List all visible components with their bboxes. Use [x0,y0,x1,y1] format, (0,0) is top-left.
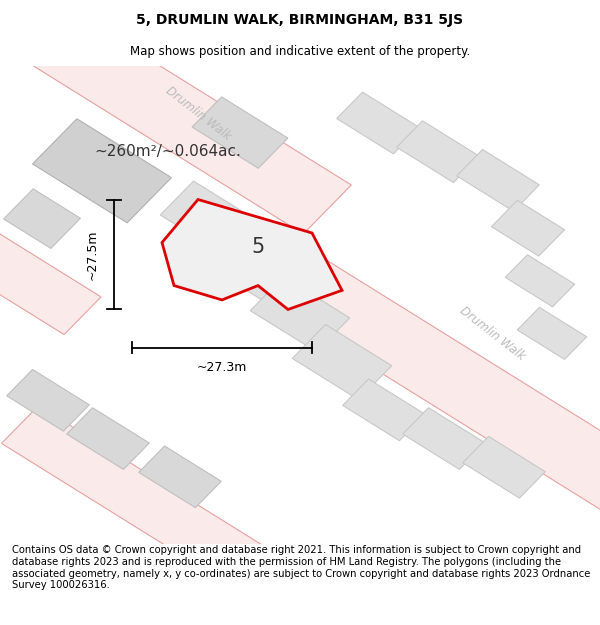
Polygon shape [160,181,260,256]
Text: Map shows position and indicative extent of the property.: Map shows position and indicative extent… [130,45,470,58]
Polygon shape [517,308,587,359]
Polygon shape [162,199,342,309]
Polygon shape [403,408,485,469]
Text: Drumlin Walk: Drumlin Walk [163,84,233,143]
Polygon shape [343,379,425,441]
Text: 5: 5 [251,238,265,258]
Text: ~27.3m: ~27.3m [197,361,247,374]
Polygon shape [0,0,352,234]
Text: Drumlin Walk: Drumlin Walk [457,304,527,362]
Polygon shape [192,97,288,168]
Text: 5, DRUMLIN WALK, BIRMINGHAM, B31 5JS: 5, DRUMLIN WALK, BIRMINGHAM, B31 5JS [136,12,464,27]
Polygon shape [139,446,221,508]
Polygon shape [0,179,101,334]
Polygon shape [505,255,575,307]
Polygon shape [4,189,80,248]
Polygon shape [248,241,600,511]
Polygon shape [2,406,298,605]
Polygon shape [457,149,539,211]
Polygon shape [491,200,565,256]
Polygon shape [7,369,89,431]
Text: ~260m²/~0.064ac.: ~260m²/~0.064ac. [95,144,241,159]
Text: Contains OS data © Crown copyright and database right 2021. This information is : Contains OS data © Crown copyright and d… [12,546,590,590]
Polygon shape [202,229,302,304]
Polygon shape [337,92,419,154]
Text: ~27.5m: ~27.5m [86,229,99,280]
Polygon shape [67,408,149,469]
Polygon shape [250,277,350,352]
Polygon shape [292,324,392,399]
Polygon shape [397,121,479,182]
Polygon shape [463,436,545,498]
Polygon shape [32,119,172,223]
